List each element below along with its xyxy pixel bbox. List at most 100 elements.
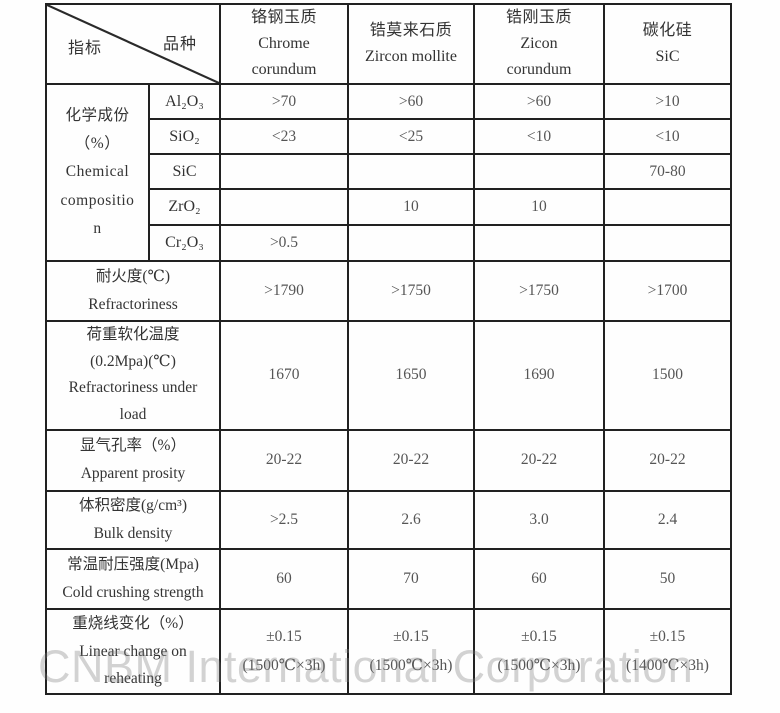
label-line: 化学成份 bbox=[65, 106, 130, 124]
formula-cell-zro2: ZrO₂ bbox=[148, 188, 221, 226]
value-cell: 10 bbox=[473, 188, 605, 226]
value-cell: <10 bbox=[603, 118, 732, 155]
value-cell bbox=[603, 188, 732, 226]
column-header-cn: 锆刚玉质 bbox=[505, 9, 572, 27]
value-cell: >60 bbox=[347, 83, 475, 120]
table-row-zro2: ZrO₂ 10 10 bbox=[46, 188, 732, 226]
label-line: 荷重软化温度 bbox=[86, 326, 180, 343]
label-line: 耐火度(℃) bbox=[95, 268, 171, 286]
label-line: 常温耐压强度(Mpa) bbox=[67, 555, 199, 573]
table-row-refractoriness-under-load: 荷重软化温度 (0.2Mpa)(℃) Refractoriness under … bbox=[45, 320, 732, 431]
value-cell: 2.4 bbox=[603, 489, 732, 550]
value-line: (1500℃×3h) bbox=[369, 657, 453, 675]
value-cell: 1650 bbox=[347, 320, 475, 431]
table-row-sic: SiC 70-80 bbox=[46, 153, 732, 190]
value-cell: 60 bbox=[219, 547, 349, 610]
column-header-en: Zicon bbox=[520, 35, 558, 53]
formula-cell-cr2o3: Cr₂O₃ bbox=[148, 224, 221, 262]
column-header-en: Zircon mollite bbox=[365, 48, 457, 65]
cold-crushing-strength-label: 常温耐压强度(Mpa) Cold crushing strength bbox=[45, 547, 221, 610]
label-line: 重烧线变化（%） bbox=[72, 614, 194, 632]
table-row-sio2: SiO₂ <23 <25 <10 <10 bbox=[46, 118, 732, 155]
value-cell: >1700 bbox=[603, 260, 732, 322]
refractoriness-under-load-label: 荷重软化温度 (0.2Mpa)(℃) Refractoriness under … bbox=[45, 320, 221, 431]
value-line: (1400℃×3h) bbox=[626, 657, 709, 675]
value-cell: 3.0 bbox=[473, 489, 605, 550]
value-cell: ±0.15 (1400℃×3h) bbox=[603, 607, 732, 696]
value-cell: 20-22 bbox=[603, 428, 732, 492]
value-line: ±0.15 bbox=[521, 628, 557, 646]
label-line: reheating bbox=[104, 670, 162, 688]
label-line: Apparent prosity bbox=[80, 465, 186, 483]
value-cell: 20-22 bbox=[347, 428, 475, 492]
column-header-en: Chrome bbox=[258, 35, 310, 53]
diagonal-line bbox=[48, 6, 218, 82]
value-cell: >1750 bbox=[347, 260, 475, 322]
value-cell: 1690 bbox=[473, 320, 605, 431]
label-line: （%） bbox=[74, 134, 121, 152]
label-line: (0.2Mpa)(℃) bbox=[90, 352, 176, 370]
table-row-bulk-density: 体积密度(g/cm³) Bulk density >2.5 2.6 3.0 2.… bbox=[45, 489, 732, 550]
label-line: Bulk density bbox=[93, 524, 173, 542]
column-header-cn: 铬钢玉质 bbox=[250, 9, 317, 27]
linear-change-label: 重烧线变化（%） Linear change on reheating bbox=[45, 607, 221, 696]
label-line: Refractoriness bbox=[88, 296, 178, 313]
axis-label-variety: 品种 bbox=[162, 36, 197, 53]
value-cell bbox=[347, 224, 475, 262]
label-line: load bbox=[119, 405, 147, 423]
chemical-composition-label: 化学成份 （%） Chemical compositio n bbox=[45, 83, 150, 262]
value-cell bbox=[219, 153, 349, 190]
value-line: (1500℃×3h) bbox=[497, 657, 581, 675]
value-cell: >1790 bbox=[219, 260, 349, 322]
apparent-porosity-label: 显气孔率（%） Apparent prosity bbox=[45, 428, 221, 492]
value-cell: <25 bbox=[347, 118, 475, 155]
value-cell: >60 bbox=[473, 83, 605, 120]
value-cell: 2.6 bbox=[347, 489, 475, 550]
bulk-density-label: 体积密度(g/cm³) Bulk density bbox=[45, 489, 221, 550]
column-header-chrome-corundum: 铬钢玉质 Chrome corundum bbox=[219, 3, 349, 85]
value-cell: <23 bbox=[219, 118, 349, 155]
table-row-apparent-porosity: 显气孔率（%） Apparent prosity 20-22 20-22 20-… bbox=[45, 428, 732, 492]
column-header-zicon-corundum: 锆刚玉质 Zicon corundum bbox=[473, 3, 605, 85]
column-header-en: corundum bbox=[251, 60, 317, 78]
axis-label-indicator: 指标 bbox=[68, 40, 103, 57]
table-row-refractoriness: 耐火度(℃) Refractoriness >1790 >1750 >1750 … bbox=[45, 260, 732, 322]
value-cell bbox=[603, 224, 732, 262]
label-line: compositio bbox=[60, 191, 135, 209]
column-header-cn: 锆莫来石质 bbox=[369, 22, 453, 40]
value-cell: 20-22 bbox=[219, 428, 349, 492]
value-cell: >10 bbox=[603, 83, 732, 120]
label-line: 体积密度(g/cm³) bbox=[79, 496, 187, 514]
value-line: ±0.15 bbox=[266, 628, 302, 646]
value-cell: >70 bbox=[219, 83, 349, 120]
column-header-sic: 碳化硅 SiC bbox=[603, 3, 732, 85]
value-cell bbox=[347, 153, 475, 190]
value-cell: 1500 bbox=[603, 320, 732, 431]
value-cell: 60 bbox=[473, 547, 605, 610]
label-line: Refractoriness under bbox=[68, 379, 198, 397]
column-header-en: SiC bbox=[655, 48, 680, 65]
value-cell: ±0.15 (1500℃×3h) bbox=[473, 607, 605, 696]
value-cell: ±0.15 (1500℃×3h) bbox=[219, 607, 349, 696]
table-row-cr2o3: Cr₂O₃ >0.5 bbox=[46, 224, 732, 262]
value-cell: ±0.15 (1500℃×3h) bbox=[347, 607, 475, 696]
value-cell: 70-80 bbox=[603, 153, 732, 190]
spec-table: 指标 品种 铬钢玉质 Chrome corundum 锆莫来石质 Zircon … bbox=[45, 3, 732, 696]
formula-cell-al2o3: Al₂O₃ bbox=[148, 83, 221, 120]
value-cell: 70 bbox=[347, 547, 475, 610]
value-cell: >0.5 bbox=[219, 224, 349, 262]
column-header-zircon-mollite: 锆莫来石质 Zircon mollite bbox=[347, 3, 475, 85]
formula-cell-sic: SiC bbox=[148, 153, 221, 190]
label-line: Chemical bbox=[65, 163, 130, 181]
value-cell: 10 bbox=[347, 188, 475, 226]
value-cell bbox=[219, 188, 349, 226]
value-cell: 50 bbox=[603, 547, 732, 610]
formula-cell-sio2: SiO₂ bbox=[148, 118, 221, 155]
table-row-linear-change: 重烧线变化（%） Linear change on reheating ±0.1… bbox=[45, 607, 732, 696]
value-cell: <10 bbox=[473, 118, 605, 155]
refractoriness-label: 耐火度(℃) Refractoriness bbox=[45, 260, 221, 322]
value-line: ±0.15 bbox=[649, 628, 686, 646]
header-row: 指标 品种 铬钢玉质 Chrome corundum 锆莫来石质 Zircon … bbox=[45, 3, 732, 85]
label-line: n bbox=[93, 220, 102, 238]
